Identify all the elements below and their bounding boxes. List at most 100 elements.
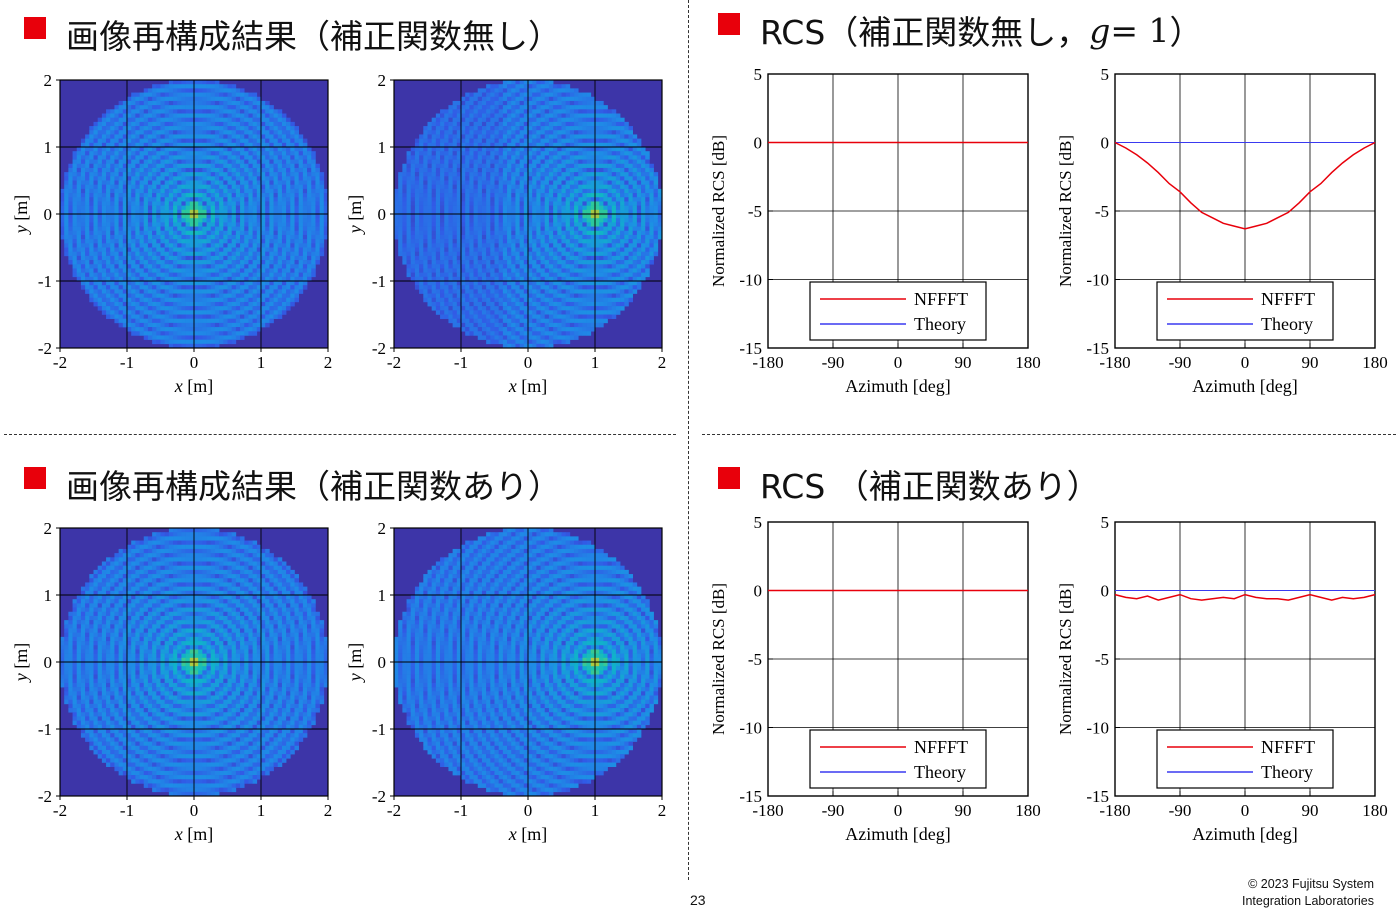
y-tick-label: 2 <box>44 519 53 538</box>
horizontal-divider-left <box>4 434 676 435</box>
x-tick-label: -180 <box>1099 801 1130 820</box>
y-tick-label: 1 <box>44 138 53 157</box>
heading-text-eq: = 1 <box>1110 10 1170 50</box>
x-tick-label: 0 <box>894 801 903 820</box>
y-tick-label: -5 <box>1095 202 1109 221</box>
legend: NFFFT Theory <box>809 281 987 341</box>
legend-box <box>809 281 987 341</box>
legend-label-nffft: NFFFT <box>914 289 968 309</box>
horizontal-divider-right <box>702 434 1396 435</box>
legend-label-theory: Theory <box>1261 762 1313 782</box>
series-line-nffft <box>1114 141 1376 230</box>
x-tick-label: 0 <box>894 353 903 372</box>
x-tick-label: 90 <box>955 801 972 820</box>
legend-label-theory: Theory <box>914 762 966 782</box>
x-tick-label: -90 <box>1169 353 1192 372</box>
rcs-plot-corr-center: -180 -90 0 90 180 5 0 -5 -10 -15 NFFFT Theory Azimut… <box>709 513 1041 844</box>
heatmap-cells <box>394 80 663 349</box>
x-tick-label: 1 <box>257 801 266 820</box>
y-tick-label: 1 <box>378 586 387 605</box>
y-tick-label: -5 <box>1095 650 1109 669</box>
image-plot-no-corr-offset: -2 -1 0 1 2 -2 -1 0 1 2 x [m] y [m] <box>345 71 666 396</box>
x-axis-label: x [m] <box>508 376 548 396</box>
y-tick-label: 1 <box>378 138 387 157</box>
y-tick-label: 0 <box>1101 582 1110 601</box>
grid-lines <box>60 80 328 348</box>
x-tick-label: 1 <box>591 801 600 820</box>
grid-lines <box>60 528 328 796</box>
legend: NFFFT Theory <box>809 729 987 789</box>
legend-label-nffft: NFFFT <box>1261 289 1315 309</box>
x-tick-label: -90 <box>822 353 845 372</box>
x-axis-label: Azimuth [deg] <box>1192 376 1297 396</box>
series-line-nffft <box>1114 593 1376 601</box>
x-tick-label: -2 <box>53 801 67 820</box>
x-axis-label: x [m] <box>508 824 548 844</box>
copyright: © 2023 Fujitsu System Integration Labora… <box>1242 876 1374 910</box>
y-tick-label: -2 <box>372 339 386 358</box>
y-tick-label: 2 <box>378 71 387 90</box>
y-tick-label: 2 <box>378 519 387 538</box>
y-tick-label: -1 <box>372 272 386 291</box>
legend-box <box>1156 281 1334 341</box>
x-tick-label: 90 <box>955 353 972 372</box>
y-tick-label: -5 <box>748 202 762 221</box>
y-tick-label: 1 <box>44 586 53 605</box>
legend: NFFFT Theory <box>1156 281 1334 341</box>
x-tick-label: 90 <box>1302 801 1319 820</box>
x-axis-label: Azimuth [deg] <box>845 824 950 844</box>
y-tick-label: 0 <box>754 134 763 153</box>
legend-box <box>1156 729 1334 789</box>
x-tick-label: 0 <box>190 353 199 372</box>
grid-lines <box>394 528 662 796</box>
x-tick-label: 0 <box>1241 801 1250 820</box>
y-tick-label: 0 <box>754 582 763 601</box>
x-tick-label: 2 <box>324 353 333 372</box>
y-axis-label: Normalized RCS [dB] <box>709 135 728 287</box>
y-tick-label: 5 <box>754 513 763 532</box>
heading-text: 画像再構成結果（補正関数無し） <box>66 17 561 56</box>
red-square-bullet-icon <box>718 13 740 35</box>
y-tick-label: -15 <box>739 339 762 358</box>
y-tick-label: -10 <box>1086 719 1109 738</box>
x-tick-label: 180 <box>1015 353 1041 372</box>
legend-label-nffft: NFFFT <box>1261 737 1315 757</box>
x-tick-label: -1 <box>454 801 468 820</box>
y-axis-label: y [m] <box>11 195 31 236</box>
heading-text: RCS （補正関数あり） <box>760 467 1100 506</box>
x-tick-label: 180 <box>1362 353 1388 372</box>
grid-lines <box>394 80 662 348</box>
red-square-bullet-icon <box>718 467 740 489</box>
heading-text: 画像再構成結果（補正関数あり） <box>66 467 561 506</box>
x-tick-label: -2 <box>387 353 401 372</box>
heading-image-with-correction: 画像再構成結果（補正関数あり） <box>24 460 561 508</box>
x-tick-label: 0 <box>1241 353 1250 372</box>
legend-box <box>809 729 987 789</box>
y-tick-label: -15 <box>739 787 762 806</box>
x-axis-label: x [m] <box>174 376 214 396</box>
x-tick-label: -1 <box>120 353 134 372</box>
y-tick-label: -15 <box>1086 339 1109 358</box>
x-axis-label: Azimuth [deg] <box>1192 824 1297 844</box>
y-tick-label: -2 <box>38 339 52 358</box>
x-tick-label: -90 <box>1169 801 1192 820</box>
y-tick-label: -10 <box>739 719 762 738</box>
x-tick-label: -2 <box>53 353 67 372</box>
y-axis-label: y [m] <box>345 195 365 236</box>
legend-label-theory: Theory <box>914 314 966 334</box>
y-tick-label: -2 <box>38 787 52 806</box>
y-tick-label: 0 <box>44 653 53 672</box>
x-tick-label: 180 <box>1362 801 1388 820</box>
y-axis-label: Normalized RCS [dB] <box>1056 583 1075 735</box>
heading-rcs-no-correction: RCS（補正関数無し， g = 1 ） <box>718 6 1203 54</box>
legend-label-nffft: NFFFT <box>914 737 968 757</box>
x-axis-label: x [m] <box>174 824 214 844</box>
y-axis-label: Normalized RCS [dB] <box>709 583 728 735</box>
x-tick-label: 2 <box>324 801 333 820</box>
y-axis-label: y [m] <box>345 643 365 684</box>
x-tick-label: 2 <box>658 801 667 820</box>
x-tick-label: 0 <box>524 353 533 372</box>
x-tick-label: 0 <box>524 801 533 820</box>
red-square-bullet-icon <box>24 17 46 39</box>
y-tick-label: 0 <box>378 205 387 224</box>
